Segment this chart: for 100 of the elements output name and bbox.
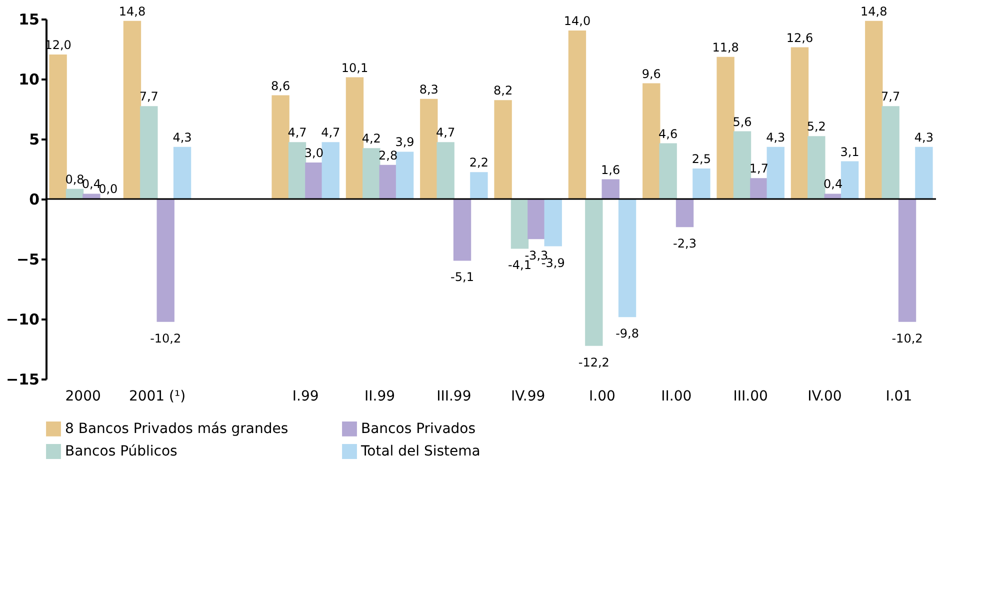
bar — [510, 198, 529, 249]
data-label: 14,8 — [860, 4, 888, 18]
data-label: 11,8 — [712, 40, 739, 54]
x-tick-label: IV.99 — [510, 388, 546, 404]
y-tick-label: −5 — [16, 250, 40, 268]
data-label: 8,6 — [271, 78, 290, 93]
bar — [453, 198, 472, 261]
data-label: -10,2 — [892, 331, 923, 346]
x-tick-label: 2000 — [65, 388, 101, 404]
data-label: -5,1 — [450, 270, 474, 284]
bar — [882, 106, 900, 200]
bar — [173, 146, 192, 200]
data-label: 14,8 — [118, 4, 146, 18]
bar — [716, 56, 734, 200]
bar — [379, 164, 397, 200]
data-label: 1,6 — [601, 162, 620, 177]
data-label: 9,6 — [642, 66, 661, 81]
data-label: 10,1 — [341, 60, 368, 75]
bar — [915, 146, 933, 200]
data-label: 0,0 — [98, 182, 118, 196]
legend-label: Bancos Privados — [361, 420, 476, 437]
data-label: 4,3 — [766, 130, 786, 144]
bar — [544, 198, 562, 246]
bar — [618, 198, 636, 318]
data-label: 5,6 — [732, 114, 752, 129]
bar — [322, 142, 340, 200]
legend-label: Bancos Públicos — [65, 444, 178, 460]
bar — [733, 131, 752, 200]
bar — [659, 143, 677, 200]
data-label: 12,6 — [786, 30, 814, 45]
x-tick-label: II.00 — [661, 388, 692, 404]
bar — [808, 136, 826, 200]
data-label: 7,7 — [139, 90, 158, 104]
bar — [305, 162, 323, 200]
data-label: 4,3 — [172, 130, 192, 144]
bar — [494, 100, 512, 200]
data-label: 0,4 — [824, 177, 843, 192]
bar — [750, 178, 768, 200]
data-label: 3,0 — [304, 146, 324, 160]
x-tick-label: I.01 — [886, 388, 912, 404]
bar — [528, 198, 546, 240]
data-label: 12,0 — [44, 38, 72, 52]
bar — [470, 172, 488, 200]
x-tick-label: I.00 — [589, 388, 616, 404]
x-tick-label: IV.00 — [808, 388, 842, 404]
bar — [898, 198, 916, 322]
bar — [766, 146, 784, 200]
x-tick-label: 2001 (¹) — [128, 388, 186, 404]
data-label: 4,6 — [658, 126, 678, 141]
data-label: 5,2 — [806, 120, 826, 134]
data-label: 2,5 — [692, 152, 711, 166]
bar — [346, 77, 364, 200]
x-tick-label: I.99 — [292, 388, 319, 404]
data-label: 4,2 — [362, 132, 381, 146]
data-label: -10,2 — [150, 331, 182, 346]
bar — [436, 142, 454, 200]
y-tick-label: 10 — [18, 70, 40, 88]
y-tick-label: −15 — [6, 370, 40, 388]
data-label: 1,7 — [749, 162, 768, 176]
bar — [396, 152, 414, 200]
bar — [602, 179, 620, 200]
data-label: 4,7 — [436, 126, 456, 140]
bar — [362, 148, 380, 200]
bar — [420, 98, 438, 200]
legend-label: 8 Bancos Privados más grandes — [65, 420, 288, 437]
legend-label: Total del Sistema — [360, 444, 480, 460]
data-label: 4,7 — [288, 126, 307, 140]
data-label: -2,3 — [673, 236, 696, 251]
bar — [288, 142, 306, 200]
bar — [49, 54, 67, 200]
y-tick-label: 5 — [29, 130, 40, 148]
data-label: -9,8 — [616, 326, 639, 341]
bar — [140, 106, 158, 200]
bar — [123, 20, 142, 200]
data-label: 4,7 — [321, 126, 340, 140]
data-label: 3,1 — [840, 144, 860, 159]
x-tick-label: III.99 — [436, 388, 472, 404]
bar — [840, 161, 859, 200]
x-tick-label: III.00 — [733, 388, 768, 404]
data-label: 2,2 — [469, 156, 488, 170]
x-tick-label: II.99 — [364, 388, 396, 404]
data-label: 7,7 — [881, 90, 900, 104]
bar — [865, 20, 883, 200]
data-label: 3,9 — [395, 135, 414, 150]
bar — [692, 168, 710, 200]
data-label: -12,2 — [578, 355, 610, 370]
bar — [272, 95, 290, 200]
data-label: 8,2 — [494, 84, 513, 98]
y-tick-label: 0 — [29, 190, 40, 208]
y-tick-label: 15 — [18, 10, 40, 28]
bar — [585, 198, 603, 346]
data-label: 8,3 — [419, 82, 438, 96]
data-label: 4,3 — [914, 130, 934, 144]
bar — [642, 83, 660, 200]
data-label: 2,8 — [378, 148, 398, 162]
data-label: -4,1 — [508, 258, 532, 272]
bar — [790, 47, 809, 200]
data-label: 14,0 — [564, 14, 591, 28]
bar — [156, 198, 174, 322]
bar — [568, 30, 586, 200]
